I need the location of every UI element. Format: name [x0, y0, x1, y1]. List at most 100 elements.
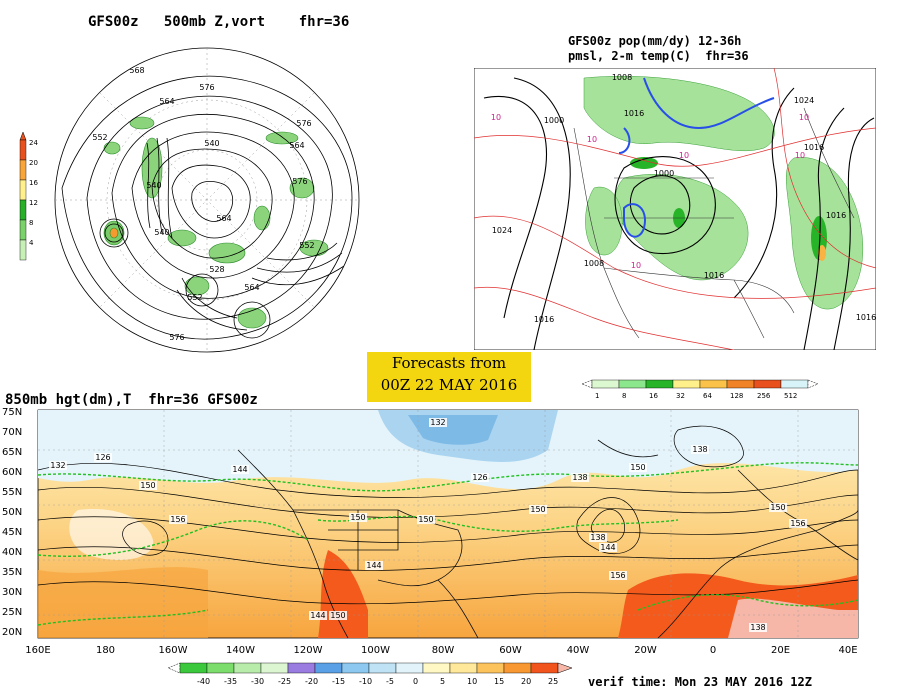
precip-legend-label: 256 — [757, 392, 771, 400]
height-contour-label: 138 — [590, 533, 605, 542]
precip-legend-swatch — [645, 379, 674, 389]
longitude-label: 0 — [710, 645, 716, 655]
banner-line1: Forecasts from — [391, 354, 507, 372]
latitude-label: 70N — [2, 427, 22, 438]
temp-legend-swatch — [530, 662, 559, 674]
polar-contour-label: 540 — [146, 181, 161, 190]
polar-contour-label: 552 — [299, 241, 314, 250]
height-contour-label: 150 — [140, 481, 155, 490]
temp-legend-label: 20 — [521, 677, 531, 686]
height-contour-label: 144 — [310, 611, 325, 620]
latitude-label: 60N — [2, 467, 22, 478]
longitude-label: 140W — [226, 645, 255, 655]
vort-legend-swatch — [19, 199, 27, 221]
height-contour-label: 156 — [170, 515, 185, 524]
temp-legend-label: -15 — [332, 677, 345, 686]
height-contour-label: 144 — [232, 465, 247, 474]
polar-contour-label: 528 — [209, 265, 224, 274]
vort-legend-label: 4 — [29, 239, 34, 247]
verif-time: verif time: Mon 23 MAY 2016 12Z — [588, 675, 812, 689]
contour-label-bg — [571, 473, 589, 482]
precip-legend-swatch — [753, 379, 782, 389]
panel-500mb-title: GFS00z 500mb Z,vort fhr=36 — [88, 14, 350, 30]
precip-legend-swatch — [591, 379, 620, 389]
longitude-label: 160W — [159, 645, 188, 655]
temperature-label: 10 — [587, 135, 597, 144]
vorticity-legend: 24 20 16 12 8 4 — [19, 131, 38, 261]
temp-legend-label: 15 — [494, 677, 504, 686]
temp-legend-swatch — [233, 662, 262, 674]
polar-graticule — [55, 48, 359, 352]
temp-legend-label: -5 — [386, 677, 394, 686]
isobar-label: 1016 — [856, 313, 876, 322]
longitude-label: 20W — [634, 645, 657, 655]
precip-legend-label: 1 — [595, 392, 599, 400]
temp-legend-label: -40 — [197, 677, 210, 686]
longitude-label: 80W — [432, 645, 455, 655]
longitude-label: 60W — [499, 645, 522, 655]
precip-legend-label: 16 — [649, 392, 658, 400]
height-contour-label: 156 — [610, 571, 625, 580]
precip-legend-swatch — [618, 379, 647, 389]
temperature-label: 10 — [679, 151, 689, 160]
height-contours-850 — [37, 425, 859, 605]
height-contour-label: 150 — [770, 503, 785, 512]
height-contour-label: 132 — [50, 461, 65, 470]
panel-pop-title-line1: GFS00z pop(mm/dy) 12-36h — [568, 34, 742, 48]
height-contour-label: 138 — [692, 445, 707, 454]
contour-label-bg — [139, 481, 157, 490]
vort-legend-swatch — [19, 159, 27, 181]
contour-label-bg — [749, 623, 767, 632]
vort-legend-swatch — [19, 219, 27, 241]
isobar-label: 1024 — [794, 96, 814, 105]
vort-legend-label: 24 — [29, 139, 38, 147]
isobar-label: 1008 — [612, 73, 632, 82]
contour-label-bg — [231, 465, 249, 474]
contour-label-bg — [94, 453, 112, 462]
vort-legend-label: 8 — [29, 219, 33, 227]
temp-legend-label: -30 — [251, 677, 264, 686]
isobar-label: 1016 — [534, 315, 554, 324]
temp-legend-label: 25 — [548, 677, 558, 686]
latitude-label: 30N — [2, 587, 22, 598]
height-contours — [61, 75, 353, 340]
contour-label-bg — [589, 533, 607, 542]
polar-500mb-map: 568 576 564 576 552 540 564 576 540 564 552 540 528 5… — [54, 47, 360, 353]
temp-legend-swatch — [179, 662, 208, 674]
isobar-label: 1024 — [492, 226, 512, 235]
latitude-label: 35N — [2, 567, 22, 578]
latitude-label: 45N — [2, 527, 22, 538]
temperature-label: 10 — [795, 151, 805, 160]
polar-contour-label: 576 — [199, 83, 214, 92]
coastlines — [573, 107, 855, 339]
temp-legend-label: -10 — [359, 677, 372, 686]
temp-legend-label: 5 — [440, 677, 445, 686]
precip-legend-label: 512 — [784, 392, 797, 400]
precip-very-heavy — [818, 245, 826, 261]
latitude-label: 25N — [2, 607, 22, 618]
contour-label-bg — [599, 543, 617, 552]
precip-legend-label: 64 — [703, 392, 712, 400]
legend-arrow-icon — [557, 662, 573, 674]
temperature-label: 10 — [491, 113, 501, 122]
banner-line2: 00Z 22 MAY 2016 — [380, 376, 518, 394]
temp-contours-850 — [37, 462, 859, 626]
temp-legend-label: 10 — [467, 677, 477, 686]
legend-arrow-icon — [167, 662, 181, 674]
height-contour-label: 150 — [630, 463, 645, 472]
polar-contour-label: 576 — [296, 119, 311, 128]
precip-legend-swatch — [726, 379, 755, 389]
height-contour-label: 126 — [472, 473, 487, 482]
latitude-label: 40N — [2, 547, 22, 558]
longitude-label: 120W — [294, 645, 323, 655]
polar-contour-label: 540 — [204, 139, 219, 148]
longitude-label: 40E — [838, 645, 857, 655]
precip-legend-label: 128 — [730, 392, 743, 400]
longitude-label: 160E — [25, 645, 50, 655]
polar-contour-label: 576 — [169, 333, 184, 342]
height-contour-label: 150 — [418, 515, 433, 524]
temp-legend-swatch — [476, 662, 505, 674]
precip-legend-swatch — [780, 379, 809, 389]
latitude-label: 65N — [2, 447, 22, 458]
